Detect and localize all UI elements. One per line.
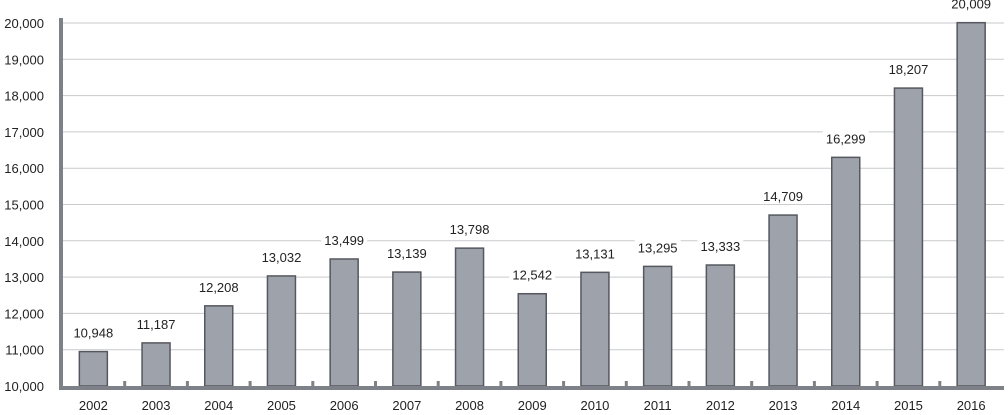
x-axis-tick: [123, 381, 127, 386]
data-label-bg: [133, 315, 180, 332]
x-tick-label: 2002: [79, 398, 108, 413]
data-label: 10,948: [73, 326, 113, 341]
x-axis-tick: [499, 381, 503, 386]
data-label: 13,131: [575, 246, 615, 261]
data-label-bg: [822, 130, 869, 147]
x-axis-tick: [185, 381, 189, 386]
data-label: 11,187: [137, 317, 176, 332]
y-axis-tick-labels: 10,000 11,000 12,000 13,000 14,000 15,000 16,0…: [4, 16, 44, 394]
x-axis-tick: [750, 381, 754, 386]
x-axis-tick: [311, 381, 315, 386]
y-tick-label: 17,000: [4, 125, 44, 140]
bar: [392, 271, 422, 387]
x-tick-label: 2006: [330, 398, 359, 413]
data-label: 12,542: [512, 268, 552, 283]
data-label: 13,295: [638, 240, 678, 255]
data-label: 13,139: [387, 246, 427, 261]
bar: [141, 342, 171, 387]
x-axis-tick: [624, 381, 628, 386]
data-label: 14,709: [763, 189, 803, 204]
x-tick-label: 2007: [392, 398, 421, 413]
x-tick-label: 2005: [267, 398, 296, 413]
y-tick-label: 18,000: [4, 89, 44, 104]
x-axis-tick: [436, 381, 440, 386]
x-tick-label: 2008: [455, 398, 484, 413]
bar: [78, 350, 109, 387]
bar: [768, 214, 798, 387]
bar: [580, 271, 610, 387]
bar: [831, 156, 861, 387]
x-tick-label: 2014: [831, 398, 860, 413]
bar: [642, 265, 673, 387]
y-tick-label: 16,000: [4, 161, 44, 176]
x-axis-line: [59, 386, 1004, 390]
bar: [956, 21, 986, 387]
x-axis-tick: [875, 381, 879, 386]
y-tick-label: 20,000: [4, 16, 44, 31]
x-tick-label: 2015: [894, 398, 923, 413]
data-label-bg: [948, 0, 995, 12]
y-tick-label: 15,000: [4, 198, 44, 213]
data-label-bg: [760, 188, 807, 205]
x-tick-label: 2016: [957, 398, 986, 413]
axes: [59, 18, 1004, 390]
data-label-bg: [634, 239, 681, 256]
bar: [266, 275, 297, 387]
x-tick-label: 2003: [142, 398, 171, 413]
data-label-bg: [321, 231, 368, 248]
x-axis-tick: [812, 381, 816, 386]
data-label-bg: [70, 324, 117, 341]
data-label-bg: [383, 245, 430, 262]
data-label-bg: [697, 238, 744, 255]
data-label: 16,299: [826, 131, 866, 146]
x-axis-tick: [374, 381, 377, 386]
y-axis-line: [59, 18, 63, 389]
data-label-bg: [571, 245, 618, 262]
y-tick-label: 12,000: [4, 306, 44, 321]
x-tick-label: 2004: [204, 398, 233, 413]
x-tick-label: 2012: [706, 398, 735, 413]
x-axis-tick: [562, 381, 566, 386]
data-label-bg: [885, 61, 932, 78]
x-tick-label: 2011: [644, 398, 672, 413]
y-tick-label: 11,000: [5, 343, 44, 358]
bar: [517, 292, 547, 387]
x-tick-label: 2009: [518, 398, 547, 413]
bar: [893, 87, 924, 387]
data-label-bg: [258, 248, 305, 265]
data-label-bg: [446, 221, 493, 238]
y-tick-label: 10,000: [4, 379, 44, 394]
data-label: 20,009: [951, 0, 991, 12]
x-axis-tick: [938, 381, 942, 386]
data-label: 18,207: [889, 62, 929, 77]
y-tick-label: 14,000: [4, 234, 44, 249]
y-tick-label: 13,000: [4, 270, 44, 285]
x-axis-tick: [248, 381, 252, 386]
y-tick-label: 19,000: [4, 52, 44, 67]
x-axis-tick: [687, 381, 691, 386]
x-tick-label: 2013: [769, 398, 798, 413]
data-label: 13,333: [700, 239, 740, 254]
x-axis-tick-labels: 2002 2003 2004 2005 2006 2007 2008 2009 2010 2011…: [79, 398, 986, 413]
bar: [329, 258, 359, 387]
data-label-bg: [509, 266, 556, 283]
data-label: 13,499: [324, 233, 364, 248]
data-label: 13,032: [262, 250, 302, 265]
data-label: 13,798: [450, 222, 490, 237]
bar: [454, 247, 485, 387]
bar: [204, 305, 234, 387]
data-label-bg: [195, 278, 242, 295]
data-labels: 10,948 11,187 12,208 13,032 13,499 13,139 13,7…: [70, 0, 995, 341]
x-tick-label: 2010: [580, 398, 609, 413]
data-label: 12,208: [199, 280, 239, 295]
bar: [705, 264, 736, 387]
